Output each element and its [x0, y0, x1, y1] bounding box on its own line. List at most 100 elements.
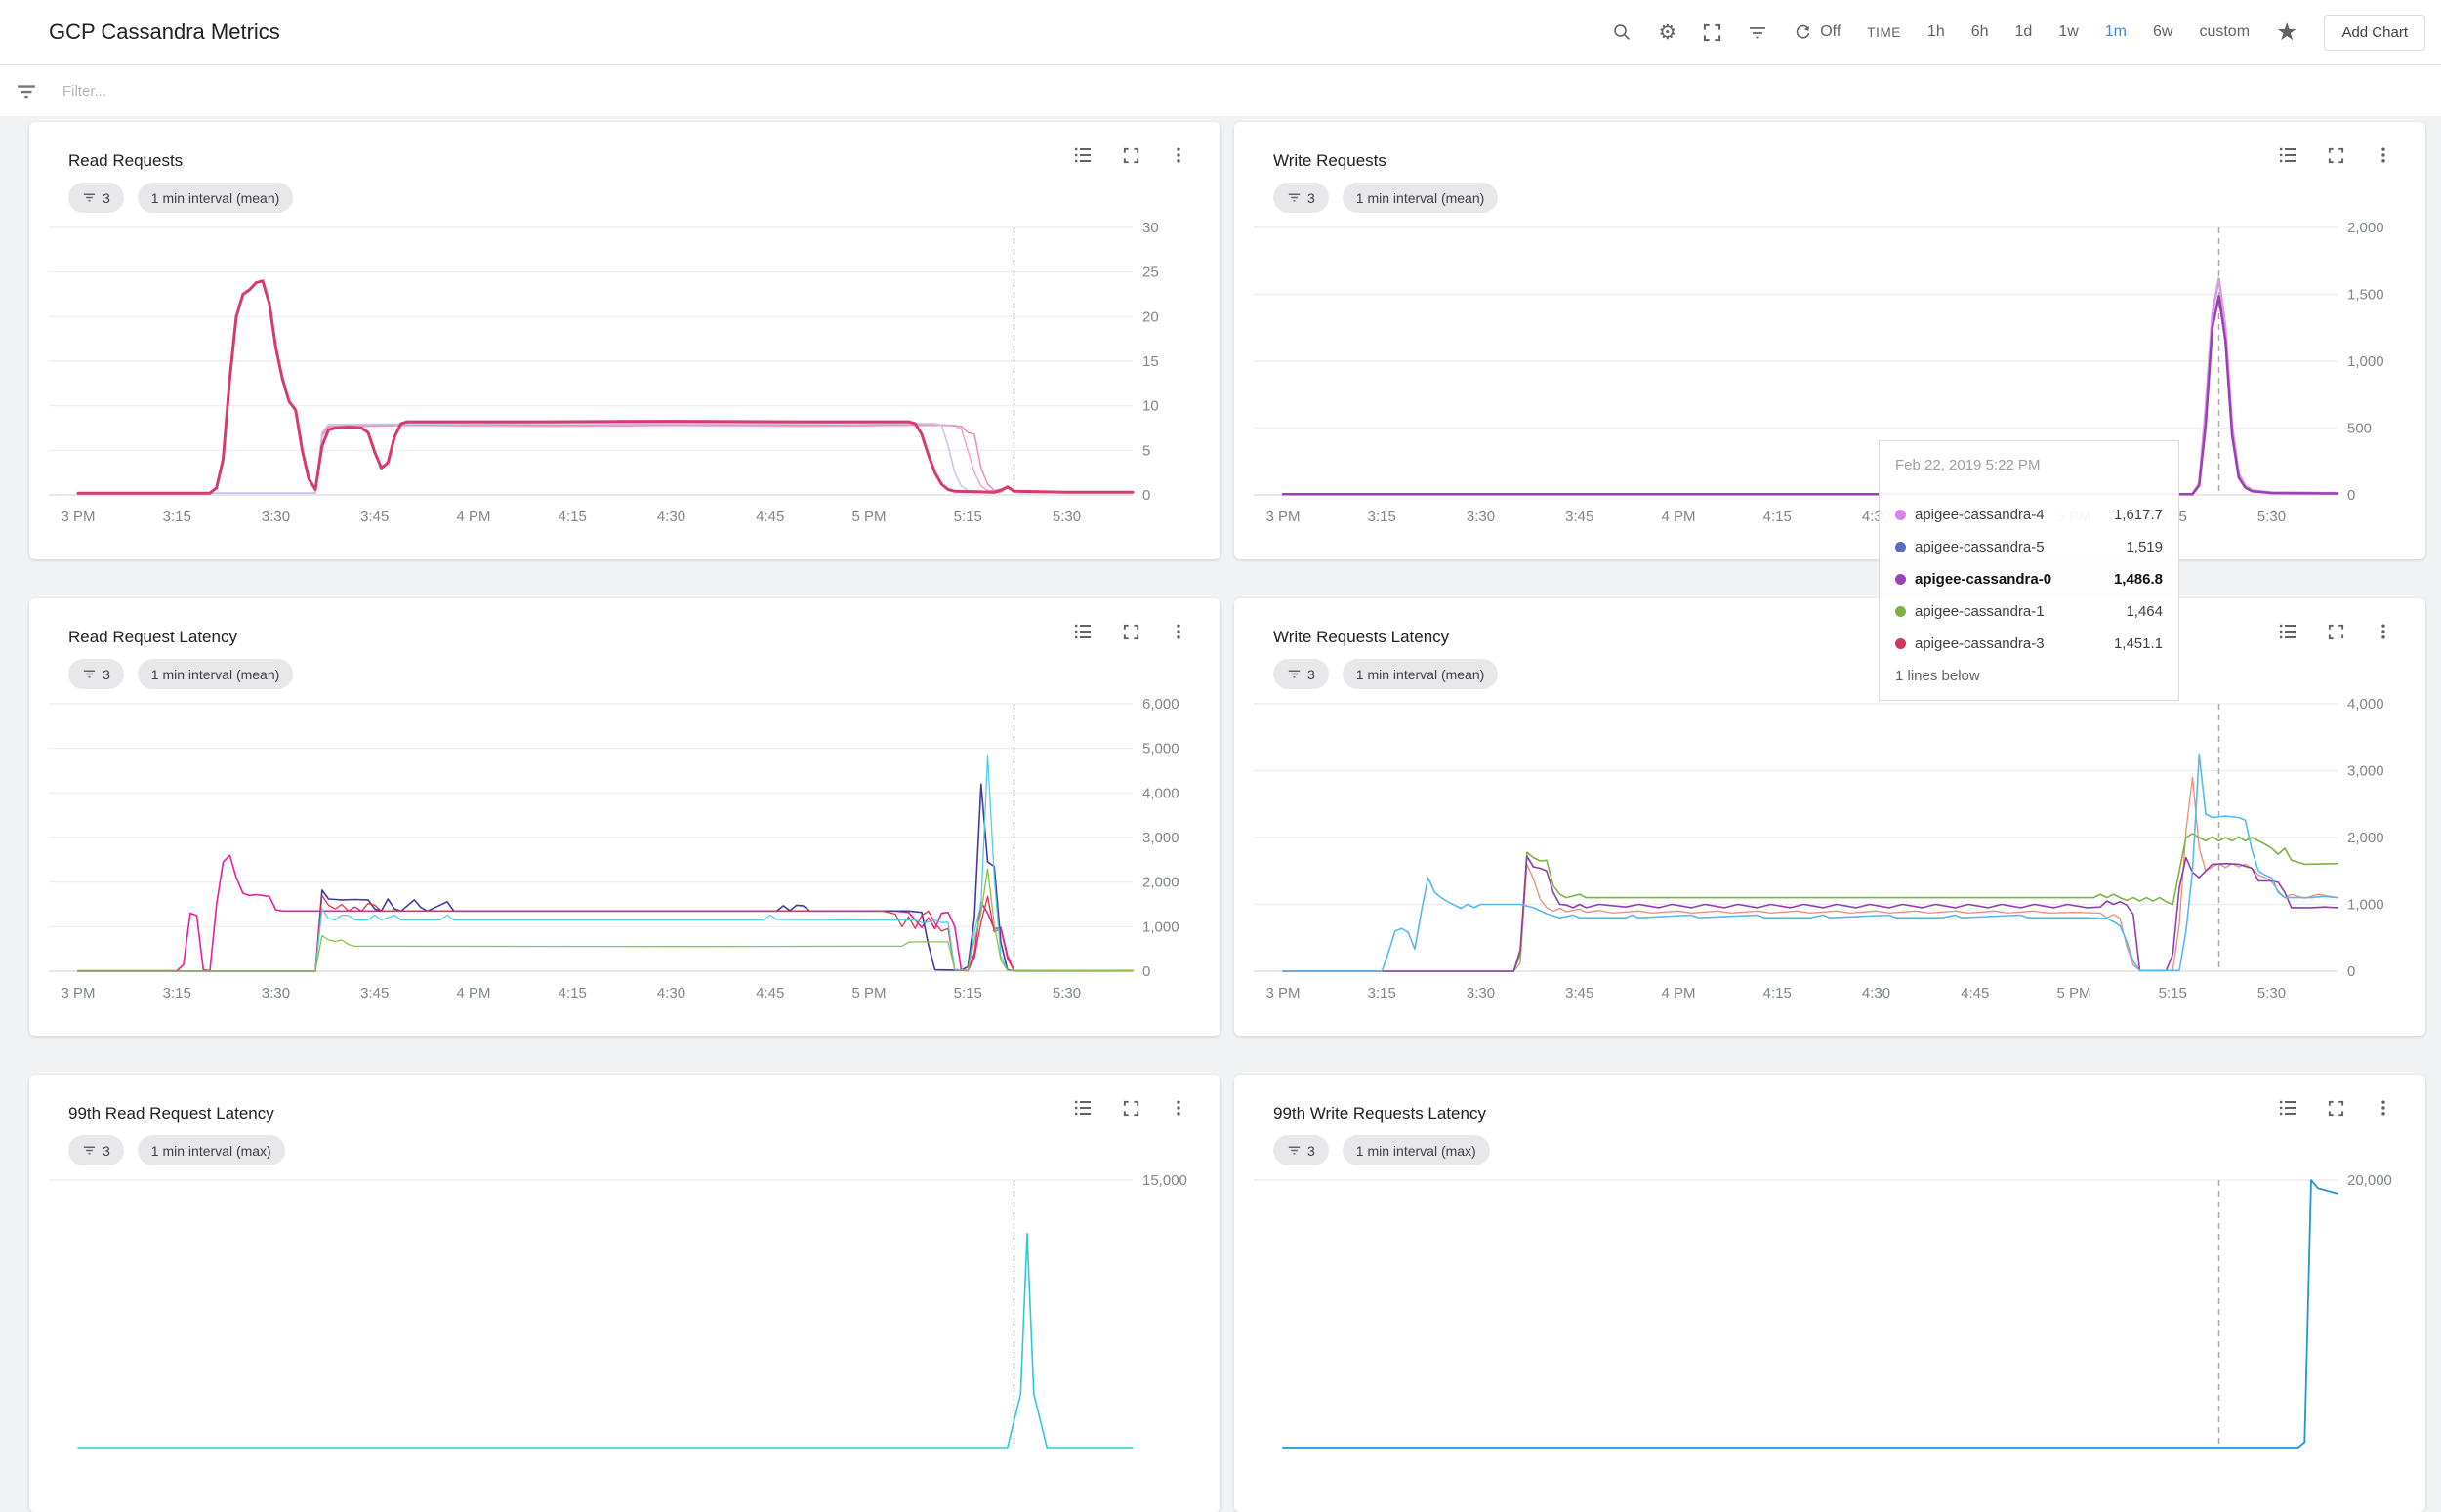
time-range-1d[interactable]: 1d: [2014, 23, 2033, 40]
time-range-6h[interactable]: 6h: [1970, 23, 1989, 40]
filter-count-chip[interactable]: 3: [68, 183, 124, 213]
chart-card-read-requests: Read Requests 3 1 min interval (mean) 0 5…: [29, 122, 1220, 559]
svg-text:4:30: 4:30: [657, 985, 685, 1001]
interval-label: 1 min interval (mean): [1355, 189, 1485, 206]
legend-list-icon[interactable]: [2278, 1098, 2297, 1118]
more-vertical-icon[interactable]: [2375, 622, 2392, 641]
tooltip-timestamp: Feb 22, 2019 5:22 PM: [1895, 457, 2041, 473]
expand-icon[interactable]: [1122, 145, 1140, 165]
svg-text:3:30: 3:30: [1467, 985, 1495, 1001]
time-range-1m[interactable]: 1m: [2104, 23, 2127, 40]
time-range-6w[interactable]: 6w: [2153, 23, 2173, 40]
svg-text:1,000: 1,000: [2347, 353, 2384, 370]
svg-text:4:15: 4:15: [1763, 985, 1792, 1001]
svg-text:3 PM: 3 PM: [1265, 985, 1300, 1001]
tooltip-lines-below-note: 1 lines below: [1895, 668, 1980, 684]
filter-count-chip[interactable]: 3: [68, 1135, 124, 1165]
svg-text:5 PM: 5 PM: [2056, 985, 2090, 1001]
page-title: GCP Cassandra Metrics: [49, 20, 280, 44]
more-vertical-icon[interactable]: [1170, 622, 1187, 641]
fullscreen-icon[interactable]: [1703, 23, 1721, 42]
svg-text:5:30: 5:30: [1053, 509, 1081, 525]
99th-read-request-latency-chart-canvas[interactable]: 15,000: [41, 1168, 1193, 1481]
more-vertical-icon[interactable]: [1170, 1098, 1187, 1118]
series-color-dot: [1895, 542, 1906, 552]
filter-count-chip[interactable]: 3: [68, 659, 124, 689]
chart-title: Read Requests: [68, 151, 184, 170]
search-icon[interactable]: [1612, 22, 1632, 42]
interval-label: 1 min interval (mean): [150, 189, 280, 206]
more-vertical-icon[interactable]: [1170, 145, 1187, 165]
svg-text:3:15: 3:15: [1368, 985, 1396, 1001]
99th-write-requests-latency-chart-canvas[interactable]: 20,000: [1246, 1168, 2398, 1481]
interval-chip[interactable]: 1 min interval (mean): [1342, 659, 1499, 689]
interval-chip[interactable]: 1 min interval (mean): [137, 183, 294, 213]
refresh-state-label: Off: [1820, 23, 1841, 40]
legend-list-icon[interactable]: [2278, 145, 2297, 165]
filter-count-chip[interactable]: 3: [1273, 659, 1329, 689]
svg-text:0: 0: [1142, 487, 1150, 504]
filter-count-chip[interactable]: 3: [1273, 183, 1329, 213]
interval-chip[interactable]: 1 min interval (mean): [137, 659, 294, 689]
svg-text:20: 20: [1142, 308, 1159, 325]
chart-grid: Read Requests 3 1 min interval (mean) 0 5…: [0, 116, 2441, 1512]
filter-count-chip[interactable]: 3: [1273, 1135, 1329, 1165]
svg-text:5 PM: 5 PM: [851, 509, 886, 525]
legend-list-icon[interactable]: [1073, 622, 1093, 641]
more-vertical-icon[interactable]: [2375, 1098, 2392, 1118]
filter-input[interactable]: [61, 81, 572, 101]
svg-text:3:15: 3:15: [1368, 509, 1396, 525]
add-chart-button[interactable]: Add Chart: [2324, 14, 2425, 51]
more-vertical-icon[interactable]: [2375, 145, 2392, 165]
expand-icon[interactable]: [2327, 145, 2345, 165]
settings-gear-icon[interactable]: ⚙: [1658, 20, 1677, 44]
expand-icon[interactable]: [2327, 622, 2345, 641]
write-requests-chart-canvas[interactable]: 0 500 1,000 1,500 2,000 3 PM 3:15 3:30 3:45 4 PM 4…: [1246, 216, 2398, 528]
time-label: TIME: [1867, 24, 1901, 40]
legend-list-icon[interactable]: [2278, 622, 2297, 641]
svg-text:1,000: 1,000: [1142, 919, 1179, 935]
svg-text:3:30: 3:30: [262, 985, 290, 1001]
svg-text:2,000: 2,000: [2347, 220, 2384, 236]
interval-chip[interactable]: 1 min interval (max): [137, 1135, 285, 1165]
time-range-1w[interactable]: 1w: [2058, 23, 2079, 40]
legend-list-icon[interactable]: [1073, 1098, 1093, 1118]
filter-count-value: 3: [1307, 1142, 1315, 1159]
chart-title: Read Request Latency: [68, 628, 237, 646]
svg-text:4:45: 4:45: [1961, 985, 1989, 1001]
filter-count-value: 3: [1307, 666, 1315, 682]
read-requests-chart-canvas[interactable]: 0 5 10 15 20 25 30 3 PM 3:15 3:30 3:45 4 PM 4:15 4:30…: [41, 216, 1193, 528]
time-range-custom[interactable]: custom: [2199, 23, 2251, 40]
svg-text:4:45: 4:45: [756, 509, 784, 525]
expand-icon[interactable]: [2327, 1098, 2345, 1118]
favorite-star-icon[interactable]: ★: [2276, 18, 2298, 46]
interval-label: 1 min interval (max): [1355, 1142, 1476, 1159]
expand-icon[interactable]: [1122, 622, 1140, 641]
svg-text:5:30: 5:30: [2257, 509, 2286, 525]
time-range-1h[interactable]: 1h: [1926, 23, 1945, 40]
series-name: apigee-cassandra-4: [1915, 507, 2045, 523]
svg-text:6,000: 6,000: [1142, 696, 1179, 713]
svg-text:10: 10: [1142, 398, 1159, 415]
svg-text:5:15: 5:15: [954, 509, 982, 525]
svg-text:3:45: 3:45: [360, 509, 389, 525]
auto-refresh-control[interactable]: Off: [1794, 23, 1841, 42]
svg-text:3:15: 3:15: [163, 985, 191, 1001]
svg-text:3:15: 3:15: [163, 509, 191, 525]
chart-card-read-request-latency: Read Request Latency 3 1 min interval (m…: [29, 598, 1220, 1036]
series-value: 1,617.7: [2113, 507, 2163, 523]
svg-text:1,500: 1,500: [2347, 287, 2384, 304]
series-name: apigee-cassandra-1: [1915, 603, 2045, 620]
svg-text:4 PM: 4 PM: [456, 985, 490, 1001]
expand-icon[interactable]: [1122, 1098, 1140, 1118]
svg-text:3 PM: 3 PM: [61, 509, 95, 525]
interval-chip[interactable]: 1 min interval (mean): [1342, 183, 1499, 213]
read-request-latency-chart-canvas[interactable]: 0 1,000 2,000 3,000 4,000 5,000 6,000 3 PM 3:15 3…: [41, 692, 1193, 1004]
svg-text:1,000: 1,000: [2347, 897, 2384, 914]
svg-text:0: 0: [2347, 963, 2355, 980]
svg-text:3,000: 3,000: [1142, 830, 1179, 846]
filter-lines-icon[interactable]: [1748, 22, 1767, 42]
interval-chip[interactable]: 1 min interval (max): [1342, 1135, 1490, 1165]
legend-list-icon[interactable]: [1073, 145, 1093, 165]
write-requests-latency-chart-canvas[interactable]: 0 1,000 2,000 3,000 4,000 3 PM 3:15 3:30 3:45 4 P…: [1246, 692, 2398, 1004]
